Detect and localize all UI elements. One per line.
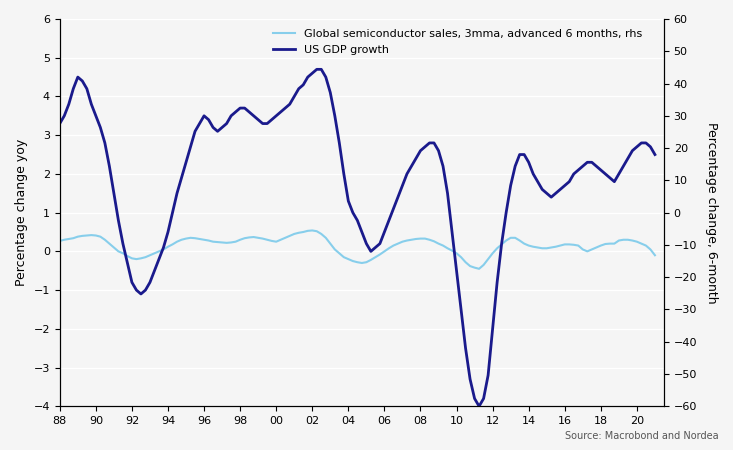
Y-axis label: Percentage change yoy: Percentage change yoy [15, 139, 28, 286]
Legend: Global semiconductor sales, 3mma, advanced 6 months, rhs, US GDP growth: Global semiconductor sales, 3mma, advanc… [268, 25, 647, 59]
Y-axis label: Percentage change, 6-month: Percentage change, 6-month [705, 122, 718, 303]
Text: Source: Macrobond and Nordea: Source: Macrobond and Nordea [564, 431, 718, 441]
